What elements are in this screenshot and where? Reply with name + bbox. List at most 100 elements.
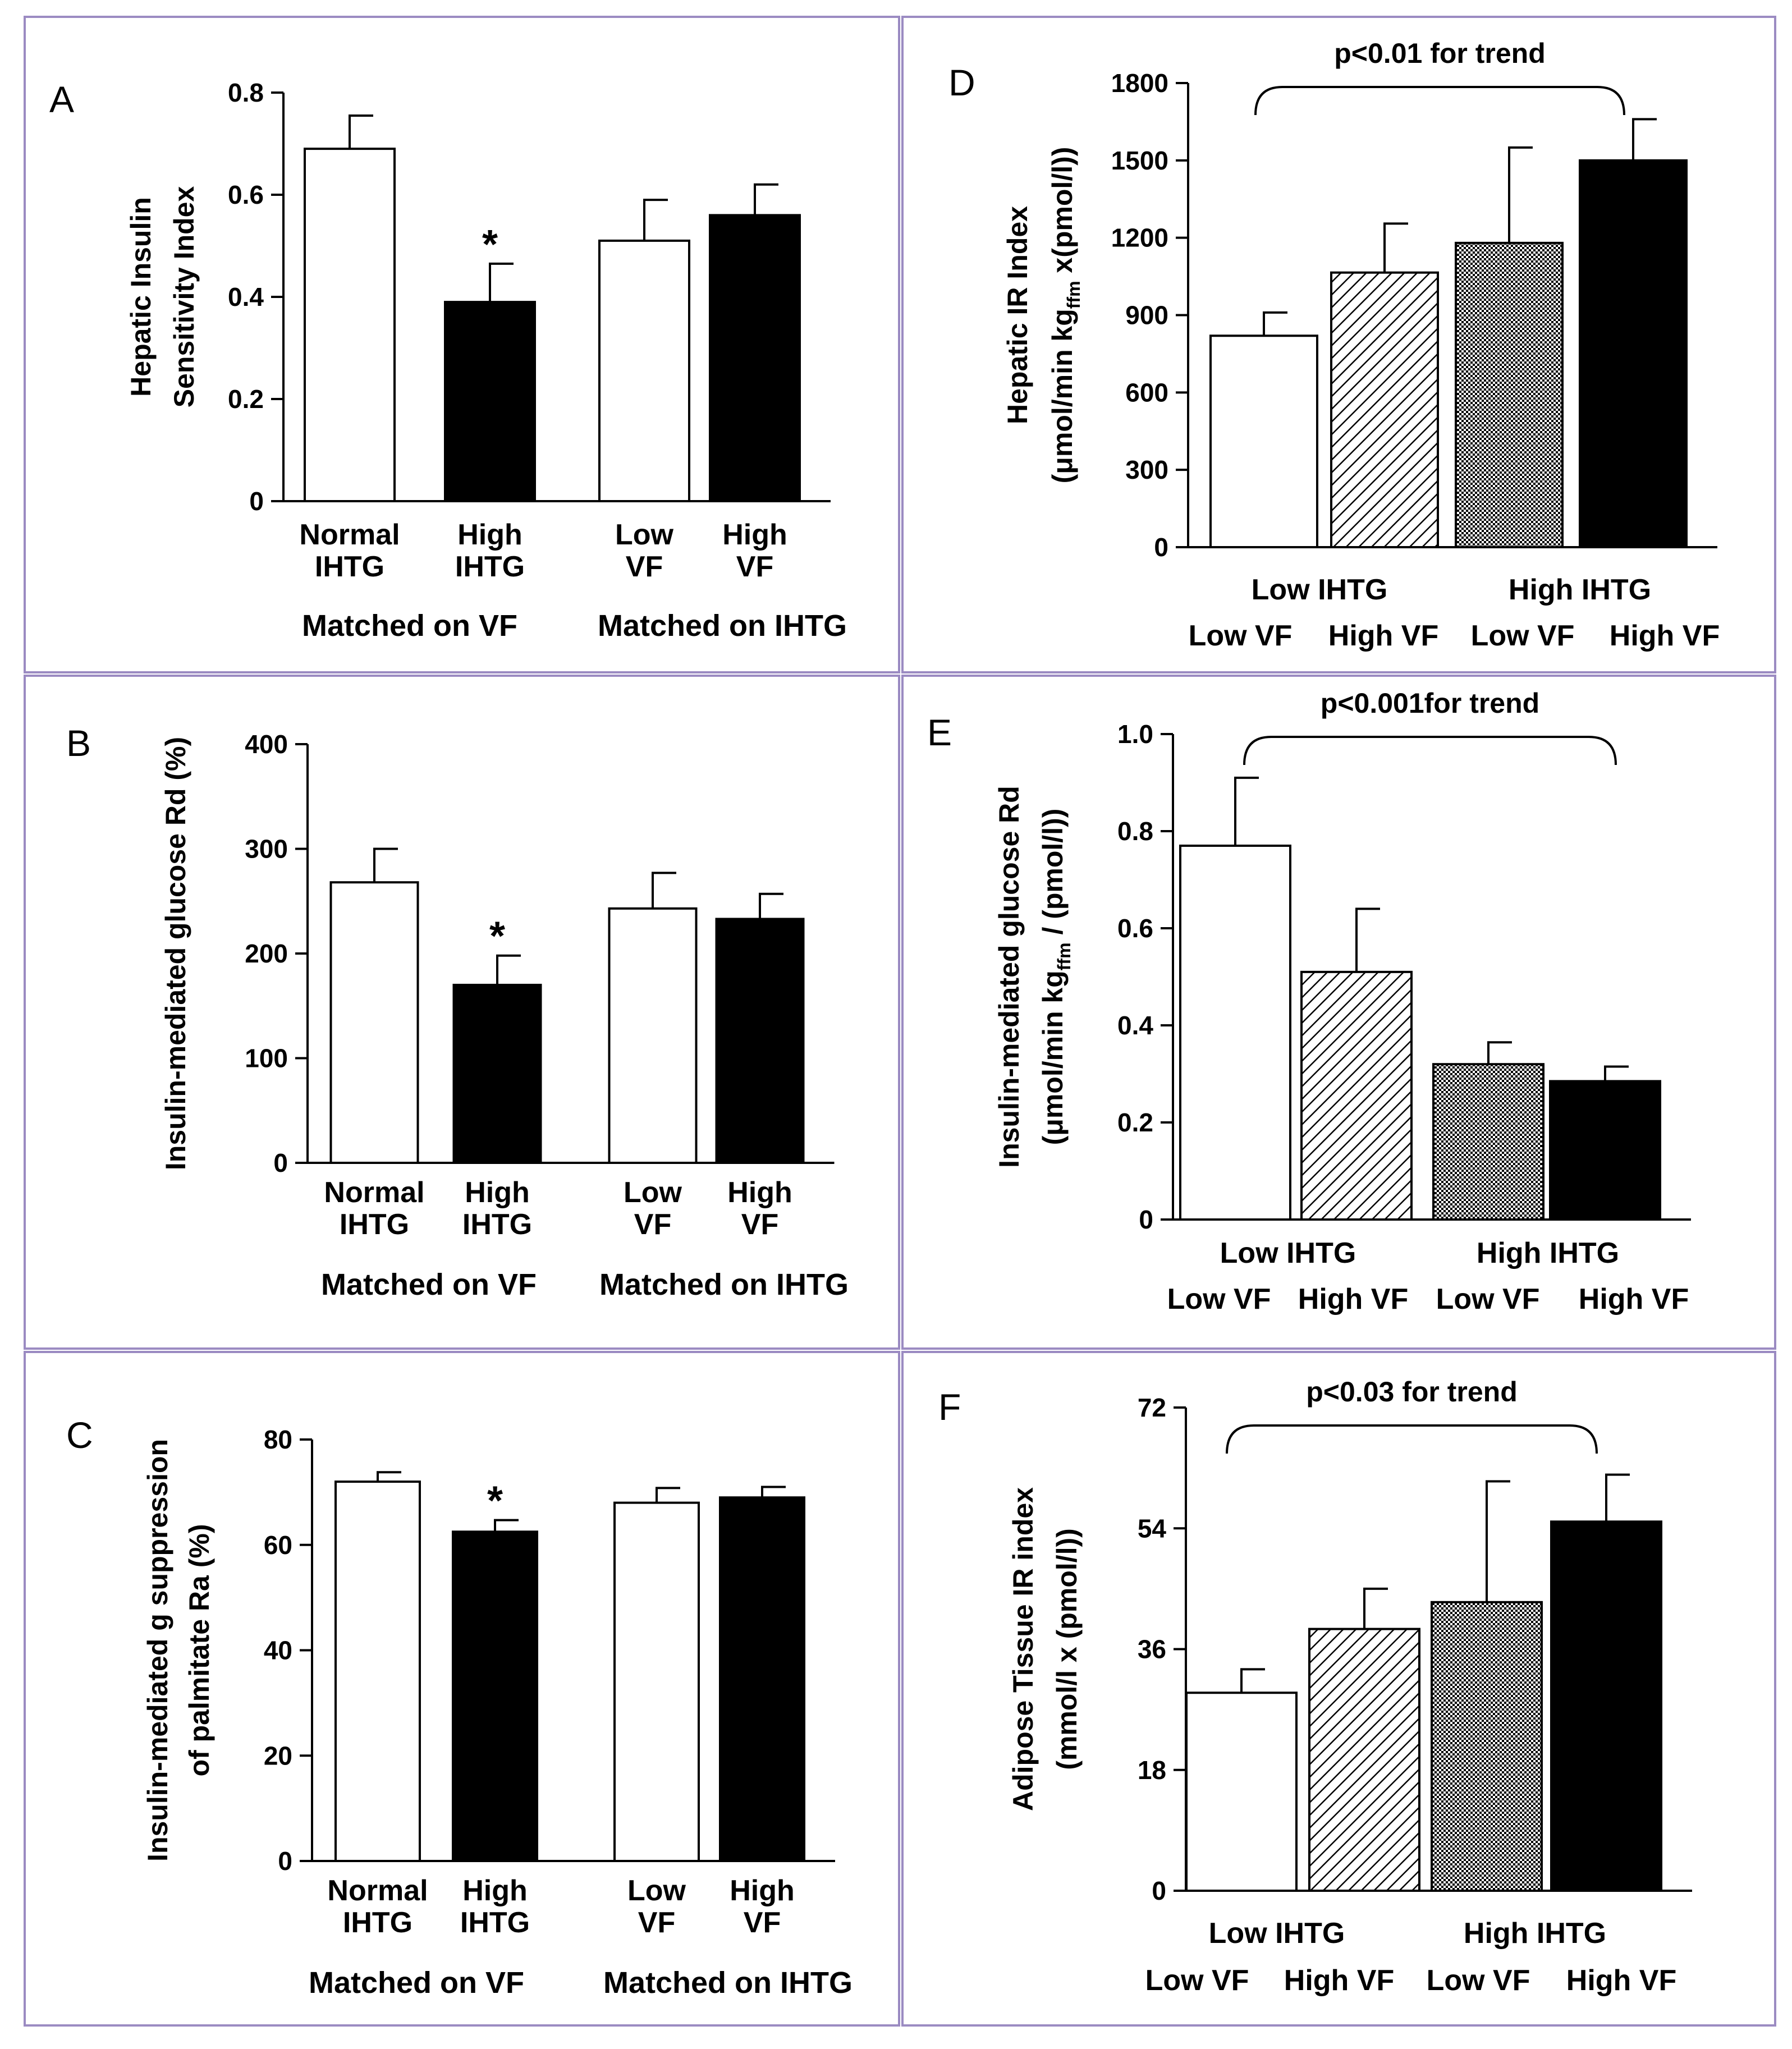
panel-e-ylabel-unit: (μmol/min kgffm / (pmol/l)) bbox=[1037, 809, 1074, 1145]
panel-a-group-label: Matched on IHTG bbox=[598, 609, 847, 643]
panel-b-frame bbox=[24, 675, 900, 1350]
panel-e-bar-1 bbox=[1179, 844, 1291, 1221]
panel-b-bar-2 bbox=[452, 983, 542, 1164]
panel-e-letter: E bbox=[927, 712, 952, 753]
panel-d-bar-2 bbox=[1330, 271, 1439, 548]
panel-d-ytick-label: 1500 bbox=[1111, 146, 1168, 175]
panel-f-bar-1 bbox=[1185, 1692, 1298, 1892]
panel-c-category-label: Low bbox=[627, 1874, 686, 1907]
panel-d-trend-bracket bbox=[1254, 86, 1625, 116]
panel-a-ytick-label: 0.6 bbox=[228, 180, 264, 209]
panel-c-ylabel: Insulin-mediated g suppression bbox=[142, 1439, 173, 1862]
panel-c-ytick-label: 40 bbox=[264, 1636, 292, 1665]
panel-f-frame bbox=[901, 1351, 1776, 2027]
panel-c-ylabel: of palmitate Ra (%) bbox=[184, 1524, 215, 1776]
panel-c-category-label: High bbox=[462, 1874, 528, 1907]
panel-f-category-label: High VF bbox=[1284, 1964, 1394, 1997]
panel-d-ylabel-unit-part: (μmol/min kg bbox=[1047, 309, 1078, 483]
panel-e-bar-2 bbox=[1300, 970, 1413, 1221]
panel-f-ylabel-unit: (mmol/l x (pmol/l)) bbox=[1051, 1528, 1083, 1770]
panel-d-bar-1 bbox=[1209, 334, 1318, 548]
panel-a-category-label: VF bbox=[736, 551, 773, 583]
panel-c-frame bbox=[24, 1351, 900, 2027]
panel-f-ylabel: Adipose Tissue IR index bbox=[1007, 1487, 1039, 1811]
panel-a-ytick-label: 0.4 bbox=[228, 282, 264, 311]
panel-e-trend-label: p<0.001for trend bbox=[1321, 687, 1539, 719]
panel-b-ytick-label: 300 bbox=[245, 835, 288, 864]
panel-c-category-label: High bbox=[730, 1874, 795, 1907]
panel-d-group-label: High IHTG bbox=[1509, 574, 1651, 606]
panel-c: C 0 20 40 60 80 * Insulin-mediated g suppressio… bbox=[66, 1414, 853, 2000]
panel-d-bar-3 bbox=[1455, 241, 1564, 549]
panel-b-group-label: Matched on IHTG bbox=[599, 1268, 849, 1301]
panel-f-ytick-label: 18 bbox=[1138, 1755, 1166, 1785]
panel-f: F 0 18 36 54 72 Adipose Tissue IR index (mmol/l… bbox=[938, 1376, 1692, 1997]
panel-d-ytick-label: 300 bbox=[1125, 455, 1168, 484]
panel-e-ytick-label: 0.8 bbox=[1117, 817, 1153, 846]
panel-a-bar-4 bbox=[709, 214, 801, 502]
panel-e: E 0 0.2 0.4 0.6 0.8 1.0 Insulin-mediated glucos… bbox=[927, 687, 1691, 1315]
panel-a-category-label: High bbox=[457, 519, 523, 551]
panel-d-category-label: High VF bbox=[1328, 620, 1438, 652]
panel-a-ytick-label: 0 bbox=[249, 487, 264, 516]
panel-c-category-label: IHTG bbox=[343, 1906, 413, 1939]
panel-f-letter: F bbox=[938, 1386, 961, 1428]
panel-b-ytick-label: 100 bbox=[245, 1044, 288, 1073]
panel-c-group-label: Matched on VF bbox=[309, 1966, 524, 2000]
panel-e-trend-bracket bbox=[1243, 736, 1617, 765]
panel-d-ytick-label: 600 bbox=[1125, 378, 1168, 407]
panel-a: A 0 0.2 0.4 0.6 0.8 * Hepatic Insulin Sensitivit… bbox=[49, 78, 847, 643]
panel-e-bar-4 bbox=[1549, 1080, 1661, 1221]
panel-b-bar-3 bbox=[608, 907, 698, 1165]
panel-f-category-label: Low VF bbox=[1145, 1964, 1249, 1997]
panel-f-ytick-label: 72 bbox=[1138, 1393, 1166, 1422]
panel-d-group-label: Low IHTG bbox=[1252, 574, 1388, 606]
panel-a-ylabel: Sensitivity Index bbox=[168, 186, 200, 408]
panel-a-category-label: Normal bbox=[299, 519, 400, 551]
panel-d-ylabel: Hepatic IR Index bbox=[1002, 206, 1033, 424]
panel-b-category-label: VF bbox=[634, 1208, 671, 1241]
panel-e-ylabel-unit-part: / (pmol/l)) bbox=[1037, 809, 1069, 943]
panel-c-ytick-label: 20 bbox=[264, 1741, 292, 1770]
panel-c-bar-4 bbox=[719, 1496, 805, 1862]
panel-f-group-label: High IHTG bbox=[1464, 1917, 1606, 1950]
panel-c-category-label: Normal bbox=[327, 1874, 428, 1907]
panel-f-bar-4 bbox=[1550, 1520, 1662, 1892]
panel-c-ytick-label: 80 bbox=[264, 1425, 292, 1454]
panel-a-category-label: IHTG bbox=[455, 551, 525, 583]
panel-a-ytick-label: 0.2 bbox=[228, 384, 264, 414]
panel-b-category-label: Normal bbox=[324, 1176, 424, 1209]
panel-b-ytick-label: 200 bbox=[245, 939, 288, 968]
panel-c-bar-1 bbox=[334, 1480, 421, 1863]
panel-b-ytick-label: 400 bbox=[245, 730, 288, 759]
panel-e-category-label: Low VF bbox=[1436, 1283, 1540, 1315]
panel-c-significance-star: * bbox=[487, 1479, 503, 1524]
panel-f-ylabel-unit-part: (mmol/l x (pmol/l)) bbox=[1051, 1528, 1083, 1770]
panel-f-category-label: Low VF bbox=[1427, 1964, 1530, 1997]
panel-b-group-label: Matched on VF bbox=[321, 1268, 537, 1301]
panel-e-ylabel-unit-part: ffm bbox=[1054, 942, 1074, 970]
panel-d-ytick-label: 900 bbox=[1125, 301, 1168, 330]
panel-f-ytick-label: 36 bbox=[1138, 1635, 1166, 1664]
panel-b-category-label: Low bbox=[624, 1176, 682, 1209]
panel-b-bar-4 bbox=[715, 918, 805, 1164]
panel-d: D 0 300 600 900 1200 1500 1800 Hepatic IR Index (… bbox=[948, 38, 1720, 652]
panel-a-category-label: IHTG bbox=[315, 551, 384, 583]
panel-c-bar-2 bbox=[452, 1530, 538, 1862]
panel-f-ytick-label: 0 bbox=[1152, 1876, 1166, 1905]
panel-f-bar-3 bbox=[1431, 1601, 1543, 1892]
panel-e-ytick-label: 0.4 bbox=[1117, 1011, 1153, 1040]
panel-e-ytick-label: 0.6 bbox=[1117, 914, 1153, 943]
panel-e-ytick-label: 0.2 bbox=[1117, 1108, 1153, 1137]
panel-f-group-label: Low IHTG bbox=[1209, 1917, 1345, 1950]
panel-e-frame bbox=[901, 675, 1776, 1350]
panel-e-ylabel-unit-part: (μmol/min kg bbox=[1037, 970, 1069, 1145]
panel-c-category-label: VF bbox=[638, 1906, 675, 1939]
panel-b-category-label: IHTG bbox=[340, 1208, 409, 1241]
panel-e-ytick-label: 0 bbox=[1139, 1205, 1153, 1234]
panel-a-category-label: VF bbox=[626, 551, 663, 583]
panel-c-category-label: IHTG bbox=[460, 1906, 530, 1939]
panel-d-ytick-label: 0 bbox=[1154, 533, 1168, 562]
panel-e-category-label: Low VF bbox=[1167, 1283, 1271, 1315]
